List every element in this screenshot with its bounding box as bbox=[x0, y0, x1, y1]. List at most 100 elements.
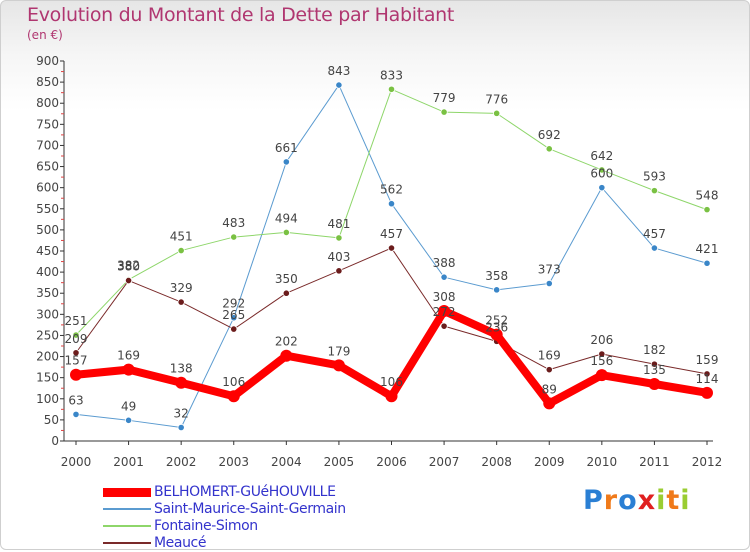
legend-label: Fontaine-Simon bbox=[154, 518, 258, 534]
data-point bbox=[72, 410, 80, 418]
data-label: 382 bbox=[117, 259, 140, 273]
data-point bbox=[598, 184, 606, 192]
data-label: 494 bbox=[275, 211, 298, 225]
data-point bbox=[177, 246, 185, 255]
data-point bbox=[650, 244, 659, 252]
x-tick-label: 2005 bbox=[324, 455, 355, 469]
data-label: 380 bbox=[117, 260, 140, 274]
data-label: 661 bbox=[275, 141, 298, 155]
data-point bbox=[650, 187, 659, 195]
data-point bbox=[493, 286, 501, 294]
data-point bbox=[387, 200, 396, 208]
y-tick-label: 350 bbox=[36, 286, 59, 300]
y-tick-label: 0 bbox=[51, 434, 59, 448]
data-label: 562 bbox=[380, 183, 403, 197]
y-tick-label: 500 bbox=[36, 223, 59, 237]
data-point bbox=[175, 376, 188, 389]
data-label: 135 bbox=[643, 363, 666, 377]
x-tick-label: 2009 bbox=[534, 455, 565, 469]
data-point bbox=[177, 423, 185, 432]
data-point bbox=[230, 314, 238, 322]
data-label: 251 bbox=[65, 314, 88, 328]
data-label: 89 bbox=[542, 382, 557, 396]
data-point bbox=[72, 331, 80, 339]
data-point bbox=[490, 328, 503, 341]
logo-letter: r bbox=[603, 485, 619, 516]
data-label: 179 bbox=[327, 344, 350, 358]
data-label: 156 bbox=[590, 354, 613, 368]
data-label: 388 bbox=[433, 256, 456, 270]
data-point bbox=[280, 349, 293, 362]
data-point bbox=[332, 359, 345, 372]
data-label: 776 bbox=[485, 92, 508, 106]
data-point bbox=[227, 390, 240, 403]
series-saint-maurice-saint-germain bbox=[72, 81, 711, 432]
data-label: 209 bbox=[65, 332, 88, 346]
series-meauc bbox=[72, 244, 711, 378]
data-point bbox=[438, 304, 451, 317]
data-label: 358 bbox=[485, 269, 508, 283]
data-point bbox=[335, 234, 343, 242]
data-point bbox=[493, 109, 501, 117]
x-tick-label: 2003 bbox=[218, 455, 249, 469]
data-label: 373 bbox=[538, 263, 561, 277]
chart-title: Evolution du Montant de la Dette par Hab… bbox=[27, 4, 455, 26]
data-point bbox=[230, 233, 238, 241]
x-tick-label: 2006 bbox=[376, 455, 407, 469]
data-label: 350 bbox=[275, 272, 298, 286]
data-label: 593 bbox=[643, 170, 666, 184]
data-point bbox=[387, 85, 396, 93]
data-point bbox=[282, 228, 290, 237]
data-label: 329 bbox=[170, 281, 193, 295]
data-point bbox=[545, 366, 553, 374]
data-label: 308 bbox=[433, 290, 456, 304]
data-point bbox=[701, 386, 713, 399]
logo-letter: o bbox=[618, 485, 638, 516]
data-point bbox=[440, 322, 448, 330]
chart-axes: 0 50 100 150 200 250 300 350 400 450 500 550 600 650 7… bbox=[36, 54, 722, 469]
y-tick-label: 400 bbox=[36, 265, 59, 279]
data-point bbox=[650, 360, 659, 368]
data-point bbox=[440, 108, 448, 116]
logo-letter: x bbox=[637, 485, 657, 516]
x-tick-label: 2011 bbox=[639, 455, 670, 469]
legend-swatch bbox=[103, 508, 151, 510]
legend-swatch bbox=[103, 487, 151, 497]
data-point bbox=[598, 350, 606, 358]
x-tick-label: 2007 bbox=[429, 455, 460, 469]
y-tick-label: 700 bbox=[36, 138, 59, 152]
proxiti-logo: Proxiti bbox=[583, 485, 691, 516]
series-fontaine-simon bbox=[72, 85, 711, 339]
logo-letter: i bbox=[656, 485, 667, 516]
data-label: 49 bbox=[121, 399, 136, 413]
data-label: 159 bbox=[696, 353, 719, 367]
data-point bbox=[385, 390, 398, 403]
data-point bbox=[387, 244, 396, 252]
data-label: 252 bbox=[485, 314, 508, 328]
y-tick-label: 800 bbox=[36, 96, 59, 110]
data-label: 236 bbox=[485, 320, 508, 334]
legend-label: Saint-Maurice-Saint-Germain bbox=[154, 501, 346, 517]
legend-label: BELHOMERT-GUéHOUVILLE bbox=[154, 484, 336, 500]
y-tick-label: 100 bbox=[36, 392, 59, 406]
y-tick-label: 150 bbox=[36, 371, 59, 385]
data-label: 182 bbox=[643, 343, 666, 357]
data-point bbox=[122, 363, 135, 376]
logo-letter: P bbox=[583, 485, 604, 516]
data-point bbox=[703, 259, 711, 267]
data-label: 169 bbox=[117, 349, 140, 363]
data-label: 106 bbox=[380, 375, 403, 389]
y-tick-label: 900 bbox=[36, 54, 59, 68]
data-label: 265 bbox=[222, 308, 245, 322]
data-point bbox=[282, 158, 290, 166]
data-label: 548 bbox=[696, 189, 719, 203]
series-belhomert-gu-houville bbox=[70, 304, 713, 410]
data-label: 32 bbox=[174, 406, 189, 420]
data-label: 157 bbox=[65, 354, 88, 368]
y-tick-label: 50 bbox=[44, 413, 59, 427]
y-tick-label: 250 bbox=[36, 328, 59, 342]
data-label: 114 bbox=[696, 372, 719, 386]
series-layer bbox=[70, 81, 713, 432]
data-label: 106 bbox=[222, 375, 245, 389]
x-tick-label: 2004 bbox=[271, 455, 302, 469]
